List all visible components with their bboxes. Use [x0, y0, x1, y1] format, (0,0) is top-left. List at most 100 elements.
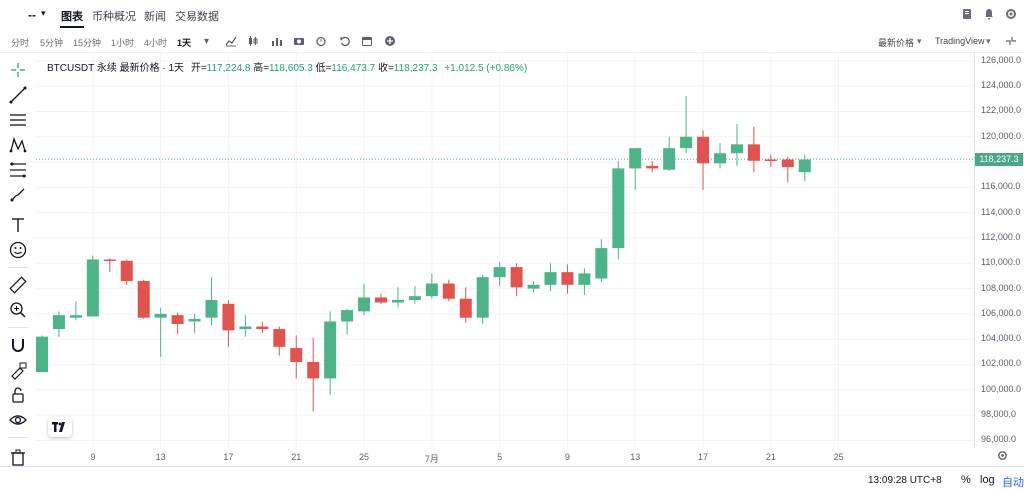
candlestick-chart[interactable] — [36, 52, 974, 448]
calendar-icon[interactable] — [360, 35, 373, 48]
price-axis[interactable]: 126,000.0 124,000.0 122,000.0 120,000.0 118,… — [974, 52, 1024, 448]
price-tick-label: 104,000.0 — [981, 333, 1022, 344]
chevron-down-icon[interactable]: ▾ — [41, 8, 46, 18]
candle-body — [137, 280, 150, 318]
interval-1d[interactable]: 1天 — [177, 38, 192, 48]
candle-body — [324, 321, 337, 379]
brush-icon[interactable] — [8, 185, 28, 205]
candle-body — [612, 168, 625, 249]
candle-type-icon[interactable] — [246, 35, 259, 48]
undo-icon[interactable] — [338, 35, 351, 48]
trend-line-icon[interactable] — [8, 85, 28, 105]
interval-15m[interactable]: 15分钟 — [73, 38, 102, 48]
tradingview-logo[interactable] — [48, 417, 72, 437]
percent-toggle[interactable]: % — [961, 474, 971, 486]
candle-body — [697, 136, 710, 164]
collapse-icon[interactable] — [1004, 35, 1017, 48]
interval-1h[interactable]: 1小时 — [111, 38, 135, 48]
price-type-chevron-icon[interactable]: ▾ — [917, 36, 922, 46]
camera-icon[interactable] — [292, 35, 305, 48]
crosshair-icon[interactable] — [8, 60, 28, 80]
time-tick-label: 5 — [497, 452, 503, 462]
axis-settings-icon[interactable] — [995, 450, 1009, 464]
time-axis[interactable]: 9 13 17 21 25 7月 5 9 13 17 21 25 — [36, 448, 974, 466]
legend-close-label: 收= — [377, 63, 394, 74]
provider-chevron-icon[interactable]: ▾ — [986, 36, 991, 46]
text-icon[interactable] — [8, 215, 28, 235]
interval-chevron-down-icon[interactable]: ▾ — [203, 36, 210, 47]
candle-body — [120, 260, 133, 281]
log-toggle[interactable]: log — [980, 474, 995, 486]
candle-body — [781, 159, 794, 168]
settings-icon[interactable] — [1004, 8, 1018, 22]
candle-body — [663, 148, 676, 170]
add-icon[interactable] — [383, 35, 396, 48]
bell-icon[interactable] — [982, 8, 996, 22]
chart-pane[interactable] — [36, 52, 974, 448]
chart-type-icon[interactable] — [270, 35, 283, 48]
candle-body — [561, 272, 574, 285]
candle-body — [527, 284, 540, 289]
provider-selector[interactable]: TradingView — [935, 36, 985, 46]
candle-body — [358, 297, 371, 312]
tab-coin-overview[interactable]: 币种概况 — [92, 11, 136, 23]
price-tick-label: 114,000.0 — [981, 206, 1021, 217]
trash-icon[interactable] — [8, 448, 28, 468]
candle-body — [578, 273, 591, 285]
interval-time[interactable]: 分时 — [11, 38, 30, 48]
active-tab-indicator — [60, 26, 84, 28]
price-tick-label: 116,000.0 — [981, 181, 1021, 192]
candle-body — [103, 259, 116, 261]
price-tick-label: 124,000.0 — [981, 80, 1022, 91]
lock-drawing-icon[interactable] — [8, 360, 28, 380]
legend-change: +1,012.5 (+0.86%) — [444, 63, 528, 74]
candle-body — [747, 144, 760, 161]
eye-icon[interactable] — [8, 410, 28, 430]
interval-5m[interactable]: 5分钟 — [40, 38, 64, 48]
candle-body — [629, 148, 642, 169]
candle-body — [239, 326, 252, 330]
ruler-icon[interactable] — [8, 275, 28, 295]
auto-toggle[interactable]: 自动 — [1002, 477, 1024, 489]
alarm-icon[interactable] — [314, 35, 327, 48]
price-tick-label: 106,000.0 — [981, 307, 1022, 318]
price-tick-label: 98,000.0 — [981, 409, 1017, 420]
time-tick-label: 21 — [291, 452, 302, 462]
tool-separator — [8, 327, 28, 328]
horizontal-lines-icon[interactable] — [8, 110, 28, 130]
interval-4h[interactable]: 4小时 — [144, 38, 168, 48]
tab-news[interactable]: 新闻 — [144, 11, 166, 23]
legend-open-label: 开= — [190, 63, 207, 74]
ohlc-legend: BTCUSDT 永续 最新价格 · 1天 开=117,224.8 高=118,6… — [47, 59, 527, 74]
drawing-toolbar — [0, 55, 36, 475]
price-tick-label: 120,000.0 — [981, 130, 1022, 141]
symbol-selector[interactable]: -- — [28, 8, 36, 22]
time-tick-label: 17 — [698, 452, 709, 462]
tab-trading-data[interactable]: 交易数据 — [175, 11, 219, 23]
price-tick-label: 122,000.0 — [981, 105, 1022, 116]
candle-body — [36, 336, 48, 373]
price-type-selector[interactable]: 最新价格 — [878, 38, 915, 48]
candle-body — [171, 315, 184, 325]
candle-body — [442, 283, 455, 299]
clock[interactable]: 13:09:28 UTC+8 — [868, 475, 942, 486]
pattern-icon[interactable] — [8, 135, 28, 155]
legend-close-value: 118,237.3 — [393, 63, 438, 74]
legend-high-value: 118,605.3 — [269, 63, 313, 74]
zoom-icon[interactable] — [8, 300, 28, 320]
tab-chart[interactable]: 图表 — [61, 11, 83, 23]
magnet-icon[interactable] — [8, 335, 28, 355]
candle-body — [290, 348, 303, 362]
candle-body — [544, 272, 557, 285]
price-tick-label: 126,000.0 — [981, 54, 1022, 65]
lock-icon[interactable] — [8, 385, 28, 405]
time-tick-label: 9 — [90, 452, 96, 462]
candle-body — [154, 313, 167, 318]
emoji-icon[interactable] — [8, 240, 28, 260]
candle-body — [52, 315, 65, 330]
indicators-icon[interactable] — [224, 35, 237, 48]
legend-open-value: 117,224.8 — [206, 63, 251, 74]
document-icon[interactable] — [960, 8, 974, 22]
fib-icon[interactable] — [8, 160, 28, 180]
candle-body — [510, 267, 523, 288]
